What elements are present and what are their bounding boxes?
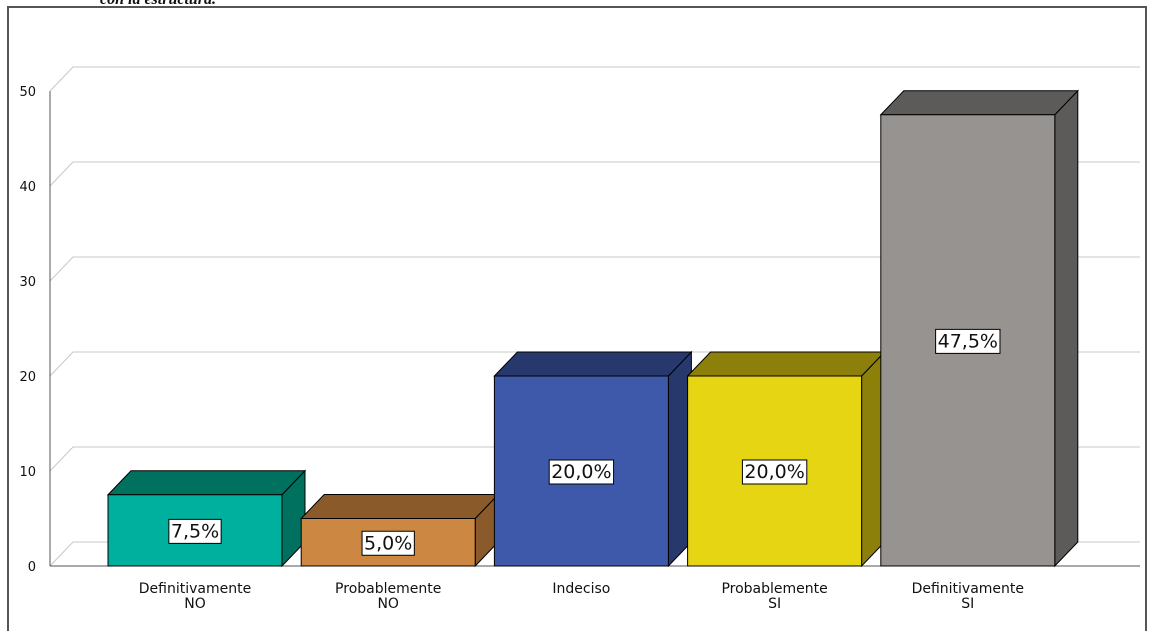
x-tick-label: Definitivamente NO [139,581,251,612]
value-label: 20,0% [744,461,804,483]
grid-line [49,66,1140,92]
value-label-box [168,518,222,544]
x-tick-label: Probablemente NO [335,581,441,612]
x-tick-label: Probablemente SI [721,581,827,612]
chart-frame [7,6,1147,631]
x-tick-label: Definitivamente SI [912,581,1024,612]
value-label-box [361,530,415,556]
y-tick-label: 20 [19,370,36,385]
y-tick-label: 40 [19,180,36,195]
y-tick-label: 30 [19,275,36,290]
bar-top [879,90,1079,116]
value-label-box [741,459,808,485]
y-tick-label: 0 [28,560,36,575]
grid-line [49,161,1140,187]
grid-line [49,256,1140,282]
bar-top [493,351,693,377]
value-label-box [935,328,1001,354]
value-label: 47,5% [938,330,998,352]
x-tick-label: Indeciso [552,581,610,597]
value-label-box [548,459,615,485]
caption: con la estructura. [100,0,216,8]
bar-top [686,351,886,377]
y-tick-label: 50 [19,85,36,100]
value-label: 5,0% [364,532,412,554]
bar-top [106,470,307,496]
value-label: 7,5% [171,520,219,542]
value-label: 20,0% [551,461,611,483]
bar-side [1054,89,1079,568]
y-tick-label: 10 [19,465,36,480]
bar-top [300,494,500,519]
